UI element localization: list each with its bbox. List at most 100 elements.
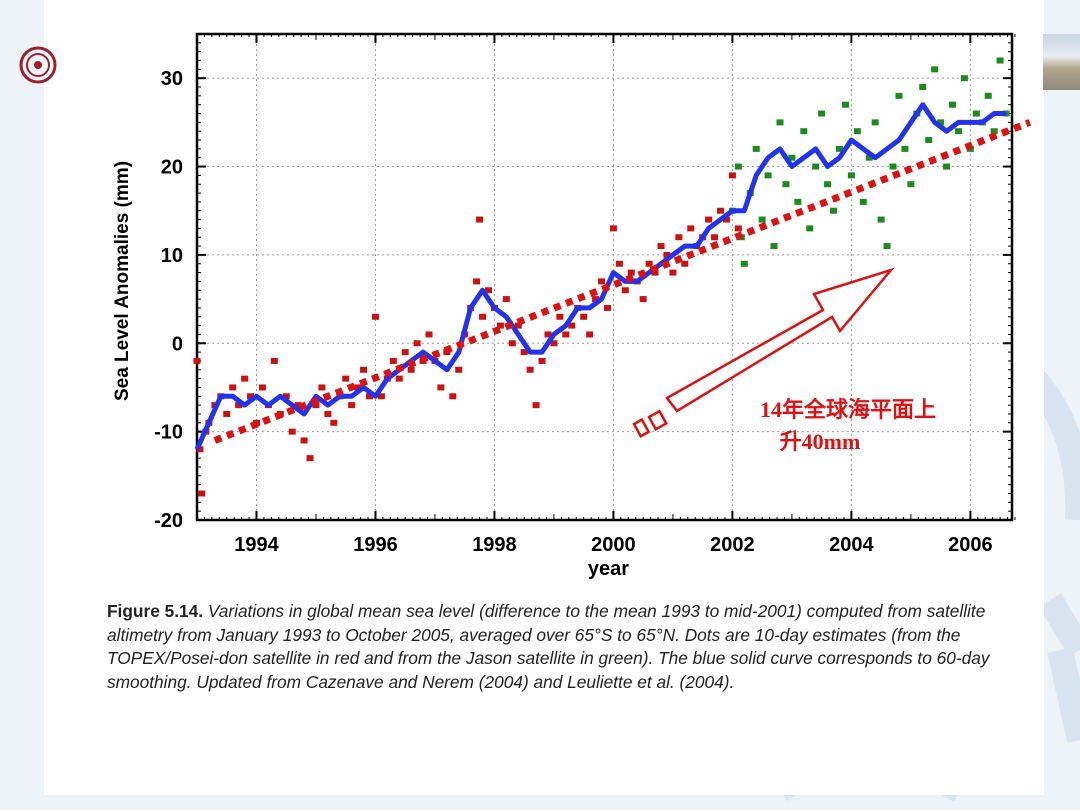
data-point: [598, 278, 606, 285]
data-point: [800, 128, 808, 135]
annotation-text-line2: 升40mm: [780, 429, 861, 454]
arrow-tail-block: [647, 409, 668, 431]
y-tick-label: 20: [161, 157, 183, 179]
data-point: [824, 181, 832, 188]
data-point: [740, 260, 748, 267]
data-point: [318, 384, 326, 391]
data-point: [949, 101, 957, 108]
data-point: [657, 243, 665, 250]
arrow-body: [665, 267, 895, 413]
data-point: [984, 92, 992, 99]
data-point: [621, 287, 629, 294]
data-point: [895, 92, 903, 99]
data-point: [711, 234, 719, 241]
data-point: [538, 357, 546, 364]
data-point: [764, 172, 772, 179]
hollow-arrow: [632, 267, 895, 438]
data-point: [675, 234, 683, 241]
data-point: [508, 340, 516, 347]
data-point: [455, 366, 463, 373]
x-tick-label: 1998: [472, 534, 517, 556]
data-point: [722, 216, 730, 223]
smoothing-curve: [194, 102, 1007, 451]
data-point: [389, 357, 397, 364]
data-point: [954, 128, 962, 135]
data-point: [663, 251, 671, 258]
data-point: [990, 128, 998, 135]
data-point: [937, 119, 945, 126]
data-point: [247, 393, 255, 400]
data-point: [270, 357, 278, 364]
data-point: [502, 296, 510, 303]
y-tick-label: -20: [154, 510, 183, 532]
data-point: [758, 216, 766, 223]
data-point: [544, 331, 552, 338]
y-axis-label: Sea Level Anomalies (mm): [112, 161, 133, 401]
data-point: [348, 402, 356, 409]
data-point: [812, 163, 820, 170]
data-point: [627, 269, 635, 276]
data-point: [705, 216, 713, 223]
data-point: [996, 57, 1004, 64]
data-point: [752, 145, 760, 152]
data-point: [413, 340, 421, 347]
university-seal-logo: [19, 46, 57, 84]
data-point: [395, 375, 403, 382]
annotation-text-line1: 14年全球海平面上: [760, 397, 936, 422]
trend-line: [213, 119, 1032, 444]
data-point: [306, 455, 314, 462]
corner-photo-thumbnail: [1043, 34, 1080, 90]
data-point: [550, 340, 558, 347]
data-point: [360, 366, 368, 373]
data-point: [476, 216, 484, 223]
data-point: [592, 296, 600, 303]
gridlines: [197, 34, 1012, 520]
data-point: [437, 384, 445, 391]
data-point: [818, 110, 826, 117]
y-tick-label: -10: [154, 422, 183, 444]
data-point: [889, 163, 897, 170]
data-point: [371, 313, 379, 320]
data-point: [877, 216, 885, 223]
data-point: [324, 410, 332, 417]
data-point: [496, 322, 504, 329]
data-point: [782, 181, 790, 188]
data-point: [728, 172, 736, 179]
data-point: [830, 207, 838, 214]
data-point: [377, 393, 385, 400]
data-point: [312, 402, 320, 409]
x-tick-label: 2002: [710, 534, 755, 556]
data-point: [407, 366, 415, 373]
x-tick-label: 2006: [948, 534, 993, 556]
data-point: [520, 349, 528, 356]
data-point: [853, 128, 861, 135]
data-point: [609, 225, 617, 232]
data-point: [401, 349, 409, 356]
data-point: [734, 163, 742, 170]
data-point: [871, 119, 879, 126]
data-point: [342, 375, 350, 382]
x-tick-label: 2004: [829, 534, 874, 556]
data-point: [865, 154, 873, 161]
data-point: [300, 437, 308, 444]
y-tick-label: 30: [161, 68, 183, 90]
data-point: [847, 172, 855, 179]
x-tick-label: 1996: [353, 534, 398, 556]
data-point: [223, 410, 231, 417]
plot-frame: [195, 32, 1014, 522]
data-point: [639, 296, 647, 303]
data-point: [354, 384, 362, 391]
data-point: [258, 384, 266, 391]
data-point: [603, 304, 611, 311]
data-point: [776, 119, 784, 126]
data-point: [835, 145, 843, 152]
data-point: [734, 225, 742, 232]
figure-caption-text: Variations in global mean sea level (dif…: [107, 601, 990, 692]
x-tick-label: 2000: [591, 534, 636, 556]
figure-caption: Figure 5.14. Variations in global mean s…: [107, 600, 1007, 694]
data-point: [586, 331, 594, 338]
x-tick-label: 1994: [234, 534, 279, 556]
series-60-day-smoothing: [194, 102, 1007, 451]
series-trend: [213, 119, 1032, 444]
arrow-tail-block: [632, 417, 651, 438]
